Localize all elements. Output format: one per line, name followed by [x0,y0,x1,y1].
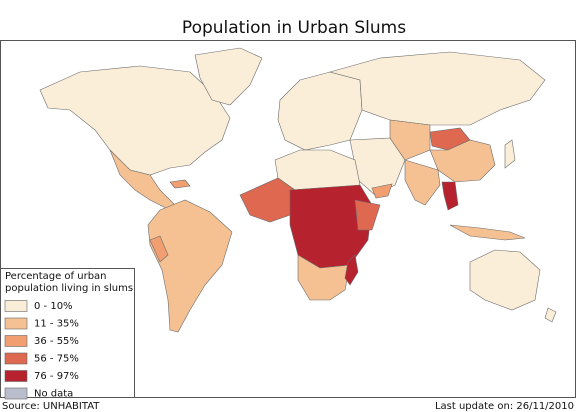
legend-swatch [4,317,28,330]
new-zealand [544,307,557,323]
legend-swatch [4,387,28,400]
legend-label: 36 - 55% [34,336,79,347]
indonesia [449,224,526,241]
map-title: Population in Urban Slums [182,18,406,38]
legend-label: 56 - 75% [34,354,79,365]
legend-items: 0 - 10% 11 - 35% 36 - 55% 56 - 75% 76 - 97% N… [4,300,79,400]
southeast-asia [441,181,459,211]
legend-box [0,268,135,398]
legend-swatch [4,370,28,382]
update-note: Last update on: 26/11/2010 [435,401,574,412]
southern-africa [297,254,351,301]
legend-label: 11 - 35% [34,319,79,330]
legend-label: No data [34,389,73,400]
legend-title: population living in slums [5,283,133,294]
south-america [147,199,233,333]
central-asia [389,119,431,161]
world-map [39,47,557,333]
legend-swatch [4,300,28,312]
russia [328,51,546,126]
legend-title: Percentage of urban [5,271,107,282]
japan [504,139,516,169]
madagascar [344,254,359,286]
china [429,139,496,183]
peru [149,235,169,263]
source-note: Source: UNHABITAT [2,401,100,412]
yemen [371,183,393,199]
india [404,159,441,206]
legend-label: 0 - 10% [34,301,73,312]
greenland [194,47,263,106]
caribbean [169,179,191,189]
australia [469,249,541,311]
legend-swatch [4,352,28,365]
legend-swatch [4,335,28,347]
legend-label: 76 - 97% [34,371,79,382]
north-america [39,65,231,176]
east-africa [354,199,381,231]
